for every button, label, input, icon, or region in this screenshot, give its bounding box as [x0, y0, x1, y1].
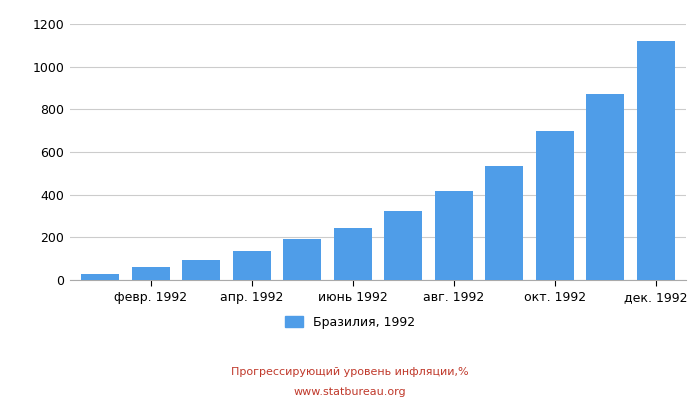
Bar — [132, 267, 169, 280]
Bar — [384, 211, 422, 280]
Bar — [334, 228, 372, 280]
Bar — [81, 274, 119, 280]
Bar — [587, 94, 624, 280]
Bar — [435, 192, 472, 280]
Text: www.statbureau.org: www.statbureau.org — [294, 387, 406, 397]
Bar — [536, 131, 574, 280]
Legend: Бразилия, 1992: Бразилия, 1992 — [279, 311, 421, 334]
Bar — [233, 251, 271, 280]
Bar — [485, 166, 523, 280]
Bar — [182, 260, 220, 280]
Bar — [637, 41, 675, 280]
Text: Прогрессирующий уровень инфляции,%: Прогрессирующий уровень инфляции,% — [231, 367, 469, 377]
Bar — [284, 239, 321, 280]
